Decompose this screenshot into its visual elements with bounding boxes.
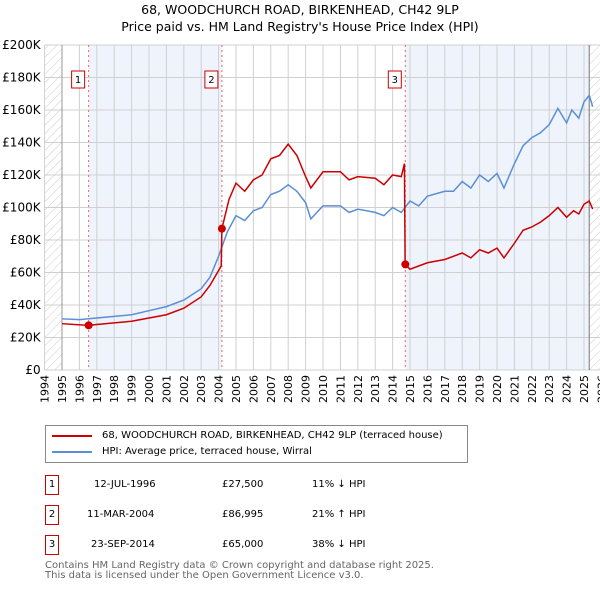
sale-marker-label: 2 (45, 505, 59, 525)
sale-row-3: 3 23-SEP-2014 £65,000 38% ↓ HPI (45, 535, 465, 555)
x-tick-label: 2003 (195, 375, 208, 403)
sale-hpi-diff: 38% ↓ HPI (312, 539, 366, 550)
sale-point-1 (84, 321, 93, 330)
sale-label-text: 3 (392, 75, 398, 86)
y-tick-label: £100K (2, 201, 42, 215)
x-tick-label: 2005 (230, 375, 243, 403)
x-tick-label: 2018 (456, 375, 469, 403)
legend-swatch-property (52, 434, 92, 437)
y-tick-label: £80K (10, 233, 42, 247)
sale-label-text: 2 (208, 75, 214, 86)
x-tick-label: 2007 (265, 375, 278, 403)
sale-row-1: 1 12-JUL-1996 £27,500 11% ↓ HPI (45, 475, 465, 495)
x-tick-label: 2006 (247, 375, 260, 403)
x-tick-label: 2020 (491, 375, 504, 403)
sale-price: £86,995 (222, 509, 264, 520)
footer-line-1: Contains HM Land Registry data © Crown c… (45, 560, 434, 571)
footer-line-2: This data is licensed under the Open Gov… (45, 570, 364, 581)
x-tick-label: 2014 (387, 375, 400, 403)
sale-date: 23-SEP-2014 (91, 539, 155, 550)
x-tick-label: 2012 (352, 375, 365, 403)
x-tick-label: 2002 (178, 375, 191, 403)
sale-price: £65,000 (222, 539, 264, 550)
series-line-property (61, 142, 594, 327)
sale-point-2 (217, 224, 226, 233)
x-tick-label: 1998 (108, 375, 121, 403)
y-tick-label: £60K (10, 266, 42, 280)
chart-title: 68, WOODCHURCH ROAD, BIRKENHEAD, CH42 9L… (141, 2, 459, 17)
sale-hpi-diff: 11% ↓ HPI (312, 479, 366, 490)
x-tick-label: 2009 (300, 375, 313, 403)
y-tick-label: £20K (10, 331, 42, 345)
y-tick-label: £120K (2, 168, 42, 182)
y-tick-label: £40K (10, 298, 42, 312)
x-tick-label: 2011 (334, 375, 347, 403)
x-tick-label: 2008 (282, 375, 295, 403)
sale-label-box (204, 70, 219, 89)
x-tick-label: 1996 (73, 375, 86, 403)
x-tick-label: 2019 (474, 375, 487, 403)
y-tick-label: £200K (2, 38, 42, 52)
x-tick-label: 2024 (561, 375, 574, 403)
x-tick-label: 2025 (578, 375, 591, 403)
y-tick-label: £180K (2, 71, 42, 85)
series-line-hpi (61, 93, 594, 321)
x-tick-label: 2004 (213, 375, 226, 403)
x-tick-label: 2013 (369, 375, 382, 403)
legend-label-hpi: HPI: Average price, terraced house, Wirr… (102, 446, 312, 457)
x-tick-label: 2010 (317, 375, 330, 403)
sale-label-box (387, 70, 402, 89)
x-tick-label: 2000 (143, 375, 156, 403)
x-tick-label: 1999 (126, 375, 139, 403)
plot-area: £0 £20K £40K £60K £80K £100K £120K £140K £160K £1… (2, 38, 600, 403)
sale-date: 11-MAR-2004 (87, 509, 155, 520)
legend-label-property: 68, WOODCHURCH ROAD, BIRKENHEAD, CH42 9L… (102, 430, 443, 441)
sale-point-3 (401, 260, 410, 269)
x-tick-label: 1997 (91, 375, 104, 403)
x-tick-label: 2017 (439, 375, 452, 403)
y-tick-label: £140K (2, 136, 42, 150)
x-tick-label: 2016 (421, 375, 434, 403)
legend-swatch-hpi (52, 450, 92, 453)
footer-note: Contains HM Land Registry data © Crown c… (45, 561, 434, 581)
chart-subtitle: Price paid vs. HM Land Registry's House … (121, 19, 479, 34)
sale-label-text: 1 (75, 75, 81, 86)
sale-hpi-diff: 21% ↑ HPI (312, 509, 366, 520)
x-tick-label: 1994 (39, 375, 52, 403)
sale-marker-label: 3 (45, 535, 59, 555)
x-tick-label: 1995 (56, 375, 69, 403)
sale-marker-label: 1 (45, 475, 59, 495)
sale-price: £27,500 (222, 479, 264, 490)
x-tick-label: 2015 (404, 375, 417, 403)
x-tick-label: 2001 (160, 375, 173, 403)
y-tick-label: £0 (25, 363, 40, 377)
legend: 68, WOODCHURCH ROAD, BIRKENHEAD, CH42 9L… (45, 425, 468, 463)
y-tick-label: £160K (2, 103, 42, 117)
sale-row-2: 2 11-MAR-2004 £86,995 21% ↑ HPI (45, 505, 465, 525)
x-tick-label: 2021 (508, 375, 521, 403)
x-tick-label: 2023 (543, 375, 556, 403)
sale-label-box (71, 70, 86, 89)
x-tick-label: 2022 (526, 375, 539, 403)
x-tick-label: 2026 (595, 375, 600, 403)
sale-date: 12-JUL-1996 (94, 479, 156, 490)
